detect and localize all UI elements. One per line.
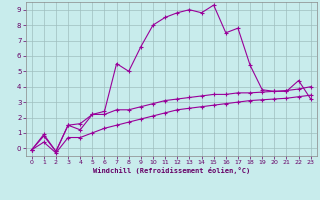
- X-axis label: Windchill (Refroidissement éolien,°C): Windchill (Refroidissement éolien,°C): [92, 167, 250, 174]
